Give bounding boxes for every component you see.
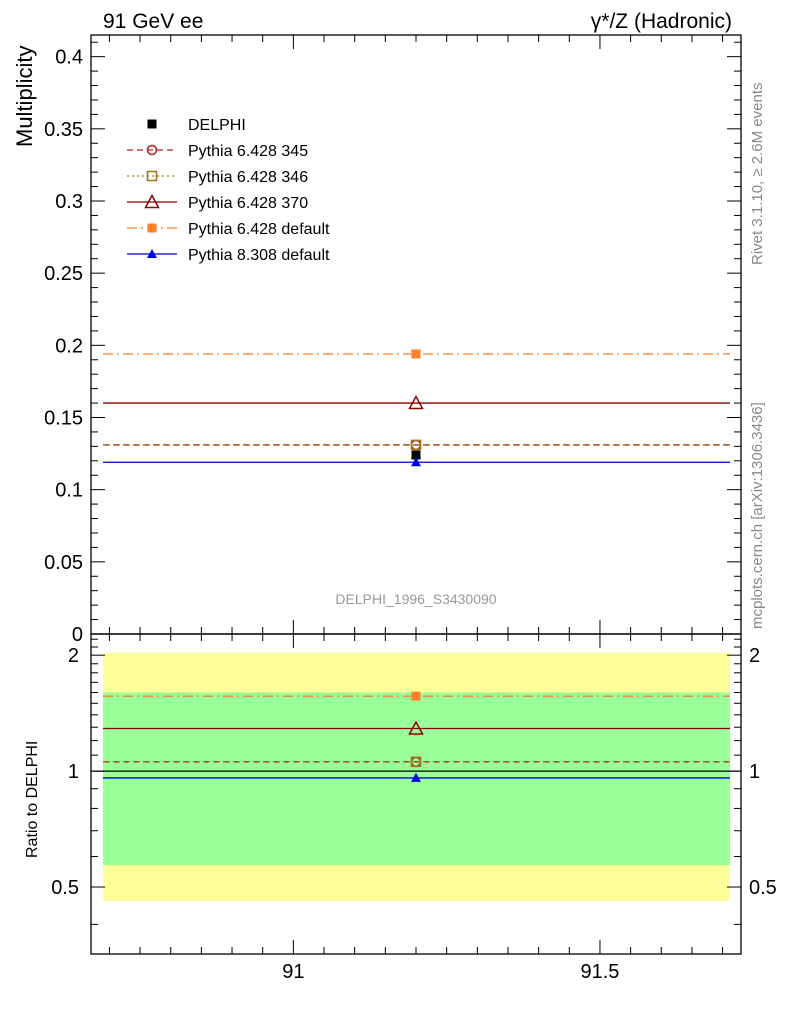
ratio-xtick-label: 91.5 bbox=[580, 961, 619, 983]
legend: DELPHI Pythia 6.428 345 Pythia 6.428 346 Py… bbox=[127, 117, 330, 264]
main-ytick-label: 0.2 bbox=[55, 335, 83, 357]
ratio-series-layer bbox=[91, 691, 741, 782]
ratio-ytick-label-right: 1 bbox=[749, 761, 760, 783]
main-ytick-label: 0.3 bbox=[55, 191, 83, 213]
mcplots-label: mcplots.cern.ch [arXiv:1306.3436] bbox=[749, 402, 766, 629]
header-left: 91 GeV ee bbox=[103, 10, 203, 33]
ratio-ytick-label: 0.5 bbox=[51, 877, 79, 899]
main-marker-2 bbox=[410, 439, 422, 451]
ratio-marker-1 bbox=[410, 756, 422, 768]
ratio-marker-2 bbox=[408, 720, 424, 735]
main-ytick-label: 0 bbox=[72, 624, 83, 646]
main-marker-3 bbox=[408, 394, 424, 410]
main-ytick-label: 0.35 bbox=[44, 119, 83, 141]
ratio-y-label: Ratio to DELPHI bbox=[24, 741, 41, 858]
main-y-label: Multiplicity bbox=[12, 46, 37, 147]
legend-label-2: Pythia 6.428 346 bbox=[188, 169, 308, 186]
ratio-xtick-label: 91 bbox=[282, 961, 304, 983]
main-ytick-label: 0.1 bbox=[55, 480, 83, 502]
ratio-marker-4 bbox=[411, 772, 421, 782]
legend-marker-5 bbox=[147, 249, 157, 258]
legend-label-0: DELPHI bbox=[188, 117, 246, 134]
header-right: γ*/Z (Hadronic) bbox=[591, 10, 732, 33]
analysis-label: DELPHI_1996_S3430090 bbox=[335, 591, 496, 607]
ratio-marker-3 bbox=[411, 691, 421, 701]
legend-label-1: Pythia 6.428 345 bbox=[188, 143, 308, 160]
legend-marker-3 bbox=[144, 193, 160, 209]
rivet-version-label: Rivet 3.1.10, ≥ 2.6M events bbox=[749, 83, 766, 266]
legend-label-4: Pythia 6.428 default bbox=[188, 221, 330, 238]
legend-marker-2 bbox=[146, 170, 158, 182]
ratio-ytick-label-right: 2 bbox=[749, 645, 760, 667]
legend-label-3: Pythia 6.428 370 bbox=[188, 195, 308, 212]
legend-marker-1 bbox=[146, 144, 158, 156]
ratio-ytick-label: 1 bbox=[68, 761, 79, 783]
legend-label-5: Pythia 8.308 default bbox=[188, 247, 330, 264]
legend-marker-0 bbox=[147, 119, 157, 129]
main-marker-0 bbox=[411, 450, 421, 460]
main-ytick-label: 0.15 bbox=[44, 407, 83, 429]
legend-marker-4 bbox=[147, 223, 157, 233]
main-series-layer bbox=[103, 349, 730, 467]
axes-layer: 0 0.05 0.1 0.15 0.2 0.25 0.3 0.35 0.4 91 91.5 0.5 0.… bbox=[44, 34, 777, 983]
main-marker-4 bbox=[411, 349, 421, 359]
main-ytick-label: 0.25 bbox=[44, 263, 83, 285]
ratio-ytick-label: 2 bbox=[68, 645, 79, 667]
ratio-ytick-label-right: 0.5 bbox=[749, 877, 777, 899]
main-marker-5 bbox=[411, 457, 421, 467]
main-ytick-label: 0.05 bbox=[44, 552, 83, 574]
main-ytick-label: 0.4 bbox=[55, 47, 83, 69]
